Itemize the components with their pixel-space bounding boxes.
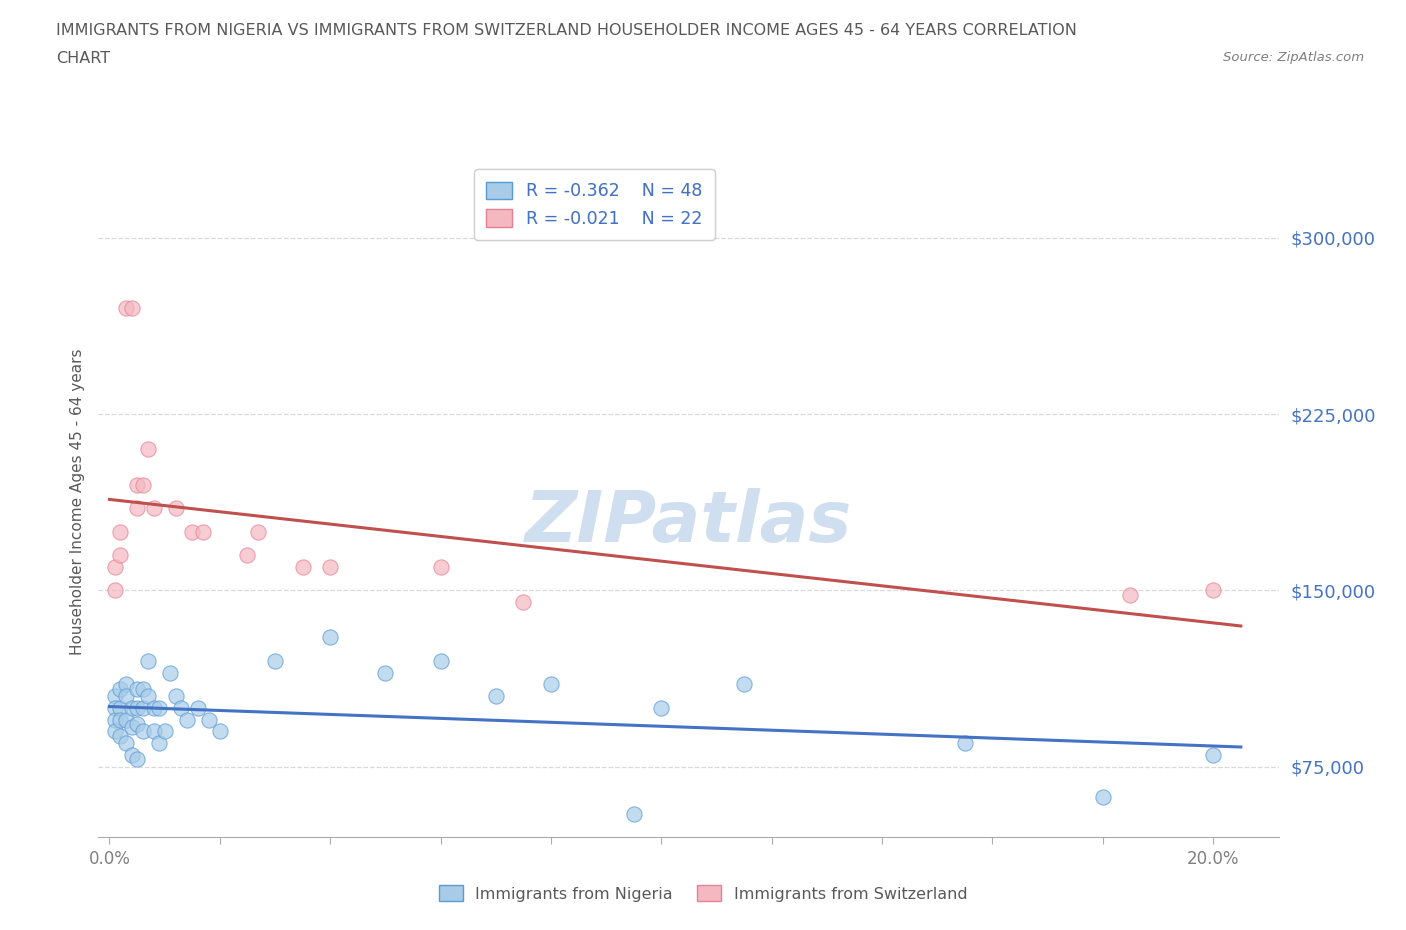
Point [136,688,159,703]
Point [110,712,132,727]
Point [115,712,138,727]
Point [148,736,170,751]
Point [181,525,204,539]
Point [142,700,165,715]
Y-axis label: Householder Income Ages 45 - 64 years: Householder Income Ages 45 - 64 years [69,349,84,656]
Point [104,712,127,727]
Point [121,301,143,316]
Point [121,748,143,763]
Point [104,583,127,598]
Point [165,688,187,703]
Point [193,525,215,539]
Point [142,500,165,515]
Point [429,559,451,574]
Point [291,559,314,574]
Point [104,688,127,703]
Point [187,700,209,715]
Point [142,724,165,738]
Point [115,736,138,751]
Point [110,682,132,697]
Point [198,712,221,727]
Point [1202,748,1225,763]
Point [148,700,170,715]
Point [110,525,132,539]
Text: CHART: CHART [56,51,110,66]
Point [131,682,153,697]
Point [247,525,270,539]
Point [153,724,176,738]
Point [1202,583,1225,598]
Point [115,301,138,316]
Point [104,700,127,715]
Point [125,752,148,767]
Point [485,688,508,703]
Point [131,477,153,492]
Point [733,677,755,692]
Point [136,442,159,457]
Point [110,548,132,563]
Point [512,594,534,609]
Point [136,654,159,669]
Point [540,677,562,692]
Point [1091,790,1114,804]
Point [104,724,127,738]
Point [131,724,153,738]
Point [264,654,287,669]
Point [115,688,138,703]
Point [110,700,132,715]
Point [125,717,148,732]
Point [159,665,181,680]
Point [953,736,976,751]
Point [236,548,259,563]
Point [1119,588,1142,603]
Point [374,665,396,680]
Point [131,700,153,715]
Point [165,500,187,515]
Point [121,700,143,715]
Point [121,719,143,734]
Text: IMMIGRANTS FROM NIGERIA VS IMMIGRANTS FROM SWITZERLAND HOUSEHOLDER INCOME AGES 4: IMMIGRANTS FROM NIGERIA VS IMMIGRANTS FR… [56,23,1077,38]
Point [104,559,127,574]
Point [125,700,148,715]
Point [125,477,148,492]
Point [319,559,342,574]
Legend: Immigrants from Nigeria, Immigrants from Switzerland: Immigrants from Nigeria, Immigrants from… [432,879,974,908]
Text: ZIPatlas: ZIPatlas [526,488,852,557]
Point [110,728,132,743]
Point [208,724,231,738]
Text: Source: ZipAtlas.com: Source: ZipAtlas.com [1223,51,1364,64]
Point [125,682,148,697]
Point [650,700,672,715]
Point [429,654,451,669]
Legend: R = -0.362    N = 48, R = -0.021    N = 22: R = -0.362 N = 48, R = -0.021 N = 22 [474,169,714,240]
Point [176,712,198,727]
Point [623,806,645,821]
Point [115,677,138,692]
Point [319,630,342,644]
Point [170,700,193,715]
Point [125,500,148,515]
